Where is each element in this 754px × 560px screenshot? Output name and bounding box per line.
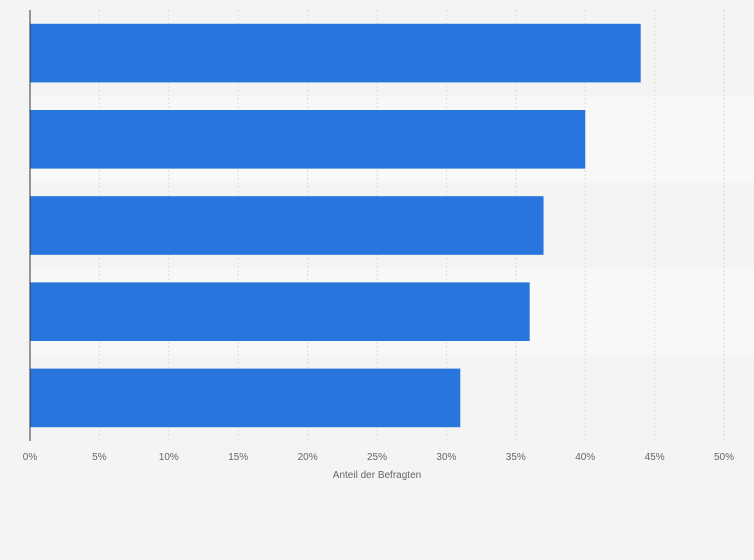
bar[interactable]: [30, 196, 544, 255]
x-tick-label: 5%: [92, 452, 107, 463]
bar[interactable]: [30, 109, 586, 169]
bar[interactable]: [30, 368, 461, 428]
x-tick-label: 10%: [159, 452, 179, 463]
bar[interactable]: [30, 282, 530, 342]
x-axis-title: Anteil der Befragten: [333, 470, 421, 481]
x-tick-label: 0%: [23, 452, 38, 463]
x-tick-label: 45%: [645, 452, 665, 463]
x-tick-label: 20%: [298, 452, 318, 463]
x-tick-label: 15%: [228, 452, 248, 463]
x-tick-label: 30%: [436, 452, 456, 463]
bars: [30, 23, 641, 428]
x-tick-label: 50%: [714, 452, 734, 463]
x-tick-label: 40%: [575, 452, 595, 463]
x-tick-label: 35%: [506, 452, 526, 463]
x-tick-label: 25%: [367, 452, 387, 463]
bar[interactable]: [30, 23, 641, 83]
x-axis-ticks: 0% 5% 10% 15% 20% 25% 30% 35% 40% 45% 50%: [23, 452, 734, 463]
